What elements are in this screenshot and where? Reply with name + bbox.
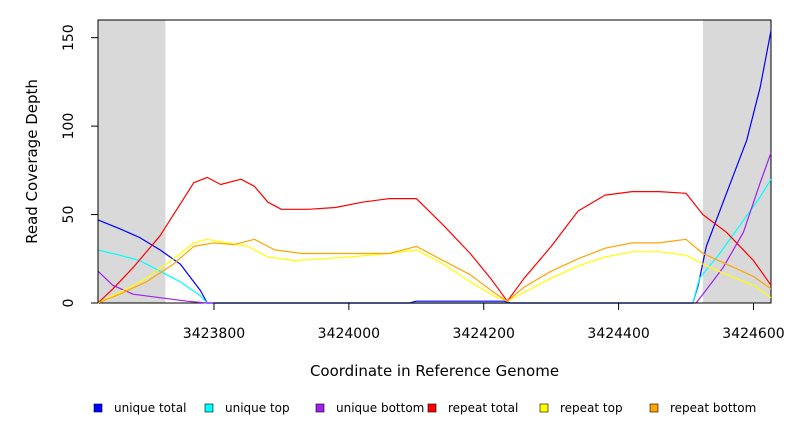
- legend-swatch: [427, 403, 437, 413]
- x-axis-title: Coordinate in Reference Genome: [310, 362, 559, 380]
- legend-label: unique total: [114, 401, 186, 415]
- legend-item-repeat-total: repeat total: [427, 401, 518, 415]
- legend-label: repeat bottom: [670, 401, 756, 415]
- legend-item-unique-total: unique total: [93, 401, 186, 415]
- series-line-repeat-bottom: [97, 238, 772, 304]
- legend-label: repeat top: [560, 401, 623, 415]
- x-tick-label: 3423800: [183, 326, 245, 342]
- x-tick-label: 3424400: [587, 326, 649, 342]
- legend-swatch: [204, 403, 214, 413]
- shaded-region-1: [98, 20, 166, 303]
- legend: unique total unique top unique bottom repea…: [93, 401, 756, 415]
- legend-label: unique top: [225, 401, 290, 415]
- y-tick-label: 150: [61, 24, 77, 51]
- legend-swatch: [93, 403, 103, 413]
- y-axis-title: Read Coverage Depth: [23, 79, 41, 244]
- series-lines: [97, 30, 772, 304]
- series-line-repeat-top: [97, 238, 772, 304]
- y-tick-label: 0: [61, 299, 77, 308]
- legend-swatch: [315, 403, 325, 413]
- x-tick-label: 3424000: [318, 326, 380, 342]
- plot-frame: [97, 19, 772, 304]
- legend-item-unique-bottom: unique bottom: [315, 401, 424, 415]
- legend-swatch: [539, 403, 549, 413]
- series-line-unique-total: [97, 30, 772, 304]
- series-line-unique-bottom: [97, 152, 772, 304]
- x-tick-label: 3424600: [722, 326, 784, 342]
- legend-item-repeat-bottom: repeat bottom: [649, 401, 756, 415]
- y-tick-label: 100: [61, 113, 77, 140]
- legend-item-repeat-top: repeat top: [539, 401, 623, 415]
- x-axis: 3423800 3424000 3424200 3424400 3424600: [183, 302, 785, 342]
- y-tick-label: 50: [61, 206, 77, 224]
- legend-label: repeat total: [448, 401, 518, 415]
- legend-label: unique bottom: [336, 401, 424, 415]
- legend-item-unique-top: unique top: [204, 401, 290, 415]
- x-tick-label: 3424200: [453, 326, 515, 342]
- shaded-region-2: [702, 20, 771, 303]
- series-line-repeat-total: [97, 176, 772, 304]
- legend-swatch: [649, 403, 659, 413]
- y-axis: 0 50 100 150: [61, 24, 99, 308]
- shaded-regions: [98, 20, 771, 303]
